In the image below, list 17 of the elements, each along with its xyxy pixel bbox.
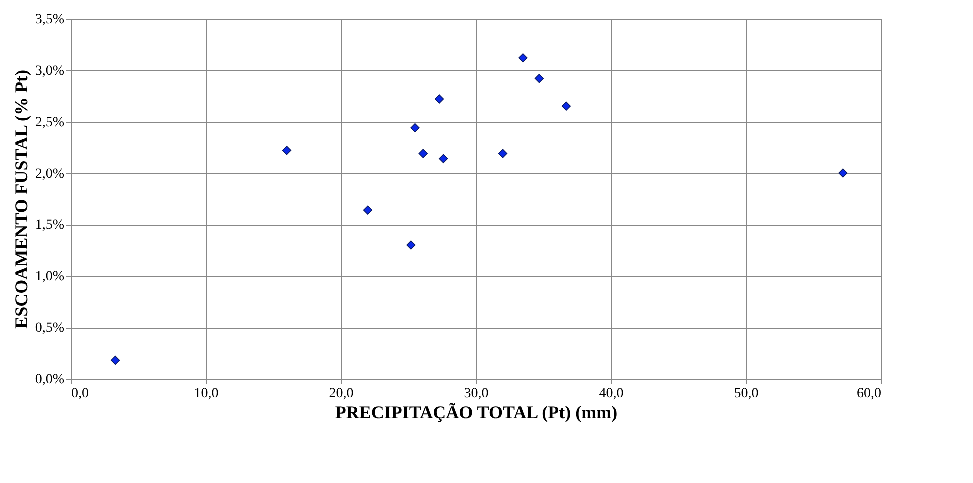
y-tick-label: 2,0% <box>35 166 65 182</box>
y-axis-title: ESCOAMENTO FUSTAL (% Pt) <box>11 70 32 329</box>
x-tick-label: 40,0 <box>599 386 624 402</box>
x-tick-label: 30,0 <box>464 386 489 402</box>
y-tick-label: 3,0% <box>35 64 65 79</box>
y-tick-label: 0,0% <box>35 372 65 388</box>
x-tick-label: 10,0 <box>194 386 219 402</box>
x-tick-label: 50,0 <box>734 386 759 402</box>
y-tick-label: 2,5% <box>35 115 65 130</box>
y-tick-label: 0,5% <box>35 321 65 336</box>
x-tick-label: 20,0 <box>329 386 354 402</box>
y-tick-label: 1,0% <box>35 270 65 285</box>
x-tick-label: 60,0 <box>857 386 882 402</box>
y-tick-label: 1,5% <box>35 218 65 234</box>
x-axis-title: PRECIPITAÇÃO TOTAL (Pt) (mm) <box>335 402 618 422</box>
x-tick-label: 0,0 <box>72 386 89 402</box>
y-tick-label: 3,5% <box>35 12 65 28</box>
